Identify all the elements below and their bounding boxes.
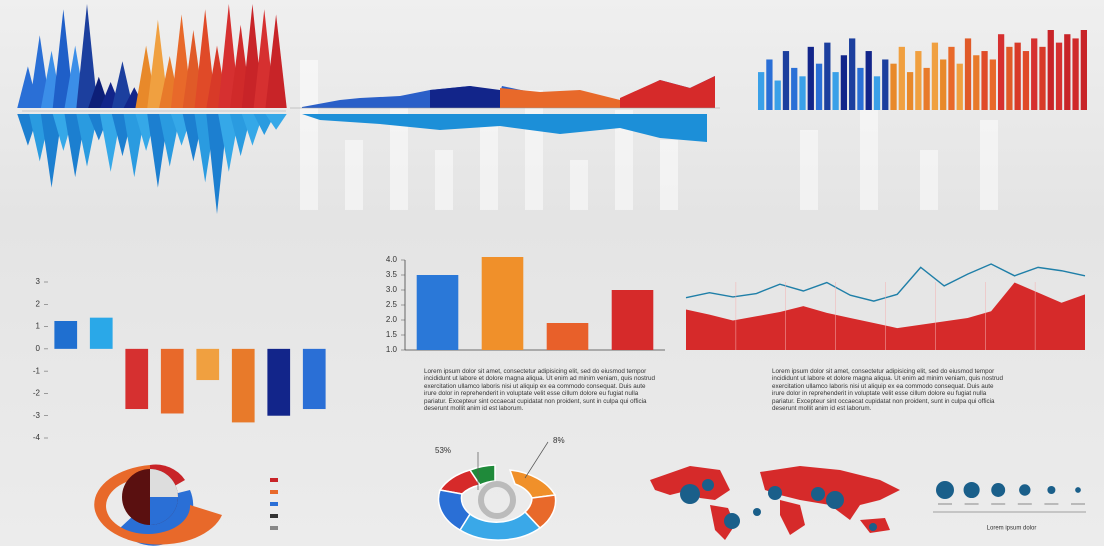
spike <box>111 61 134 108</box>
column <box>857 67 864 110</box>
column <box>865 51 872 110</box>
column <box>1039 46 1046 110</box>
column <box>989 59 996 110</box>
column <box>882 59 889 110</box>
y-tick-label: -3 <box>33 411 41 420</box>
paragraph: Lorem ipsum dolor sit amet, consectetur … <box>424 368 656 413</box>
bar <box>416 275 459 350</box>
bar <box>546 323 589 350</box>
column <box>815 63 823 110</box>
spike <box>265 14 287 108</box>
y-tick-label: 1.5 <box>386 330 398 339</box>
bubble <box>1047 485 1056 495</box>
column <box>931 42 939 111</box>
y-tick-label: 3.5 <box>386 270 398 279</box>
bar <box>481 257 524 350</box>
spike <box>40 114 63 188</box>
y-tick-label: -4 <box>33 433 41 442</box>
column <box>898 46 905 110</box>
column <box>766 59 773 110</box>
paragraph: Lorem ipsum dolor sit amet, consectetur … <box>772 368 1004 413</box>
column <box>940 59 947 110</box>
column <box>758 72 765 110</box>
column <box>824 42 831 111</box>
y-tick-label: -1 <box>33 366 41 375</box>
bar <box>231 348 255 423</box>
spike <box>76 4 98 108</box>
column <box>1014 42 1021 111</box>
bar <box>125 348 149 410</box>
column <box>1006 46 1013 110</box>
column <box>1047 30 1054 110</box>
column <box>956 63 963 110</box>
column <box>1031 38 1038 110</box>
bubble-label: Lorem ipsum dolor <box>987 526 1037 532</box>
y-tick-label: 1.0 <box>386 345 398 354</box>
column <box>1022 51 1030 110</box>
donut-decoration <box>437 441 557 541</box>
bubble <box>936 481 954 499</box>
column <box>849 38 856 110</box>
bar <box>611 290 654 350</box>
bar <box>302 348 326 410</box>
column <box>915 51 922 110</box>
column <box>906 72 914 110</box>
y-tick-label: 3.0 <box>386 285 398 294</box>
bubble <box>991 483 1006 497</box>
y-tick-label: 4.0 <box>386 255 398 264</box>
column <box>1055 42 1063 111</box>
spike <box>147 19 169 109</box>
column <box>840 55 848 110</box>
bubble <box>963 481 980 499</box>
bar <box>54 321 78 349</box>
column <box>1072 38 1079 110</box>
spike <box>123 114 145 178</box>
y-tick-label: 1 <box>36 322 41 331</box>
background-columns <box>300 60 998 210</box>
bar <box>267 348 291 416</box>
column <box>873 76 881 110</box>
spike <box>265 114 287 130</box>
bar <box>196 348 220 381</box>
bar <box>160 348 184 414</box>
annotation: 8% <box>553 436 565 445</box>
column <box>948 46 955 110</box>
spike <box>206 114 228 214</box>
top-area-decoration <box>290 76 720 142</box>
y-tick-label: 3 <box>36 277 41 286</box>
column <box>807 46 814 110</box>
column <box>973 55 980 110</box>
spike <box>159 114 181 167</box>
spike <box>194 9 216 109</box>
y-tick-label: -2 <box>33 389 41 398</box>
y-tick-label: 2.0 <box>386 315 398 324</box>
column <box>923 67 930 110</box>
spike <box>76 114 98 167</box>
column <box>782 51 790 110</box>
y-tick-label: 0 <box>36 344 41 353</box>
world-map-decoration <box>650 466 900 540</box>
bubble <box>1075 487 1081 493</box>
column <box>832 72 839 110</box>
y-tick-label: 2.5 <box>386 300 398 309</box>
column <box>964 38 972 110</box>
column <box>981 51 988 110</box>
column <box>1064 34 1071 110</box>
column <box>890 63 897 110</box>
column <box>1080 30 1087 110</box>
column <box>774 80 781 110</box>
bar <box>89 317 113 349</box>
bubble <box>1019 484 1031 496</box>
spike <box>52 9 74 109</box>
ring-decoration <box>94 464 278 546</box>
y-tick-label: 2 <box>36 299 41 308</box>
column <box>799 76 806 110</box>
column <box>791 67 798 110</box>
column <box>997 34 1005 110</box>
annotation: 53% <box>435 446 451 455</box>
